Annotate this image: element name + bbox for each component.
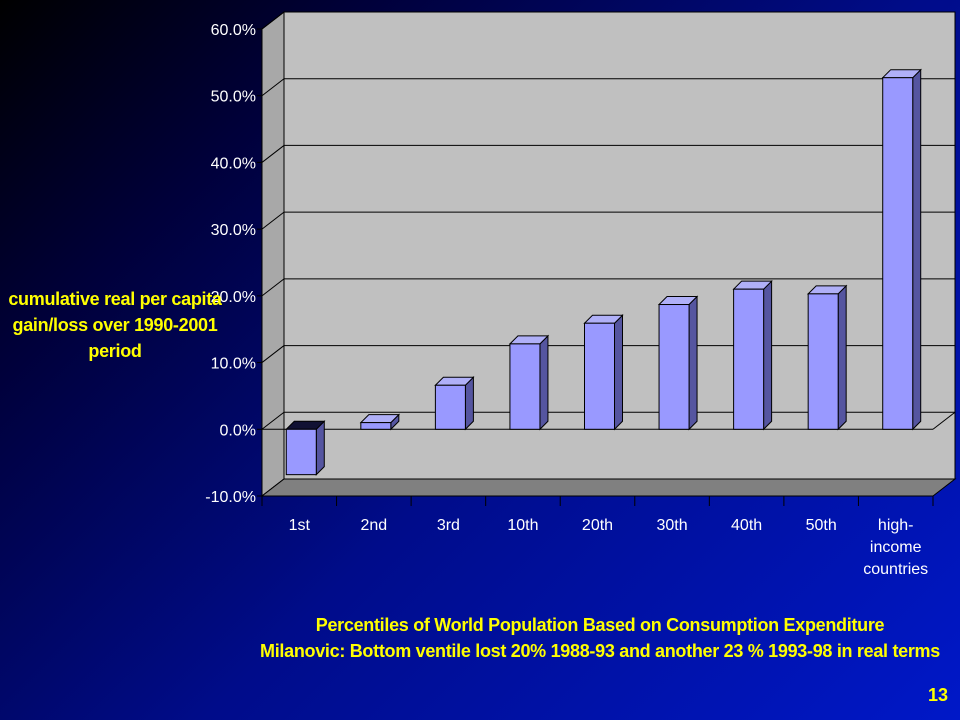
gridline-side	[261, 145, 285, 163]
bar	[733, 288, 765, 430]
x-tick-label: 10th	[507, 517, 538, 534]
x-axis-title-line: Percentiles of World Population Based on…	[315, 615, 885, 635]
bar	[807, 293, 839, 430]
x-tick-label: 30th	[656, 517, 687, 534]
bar	[882, 77, 914, 430]
gridline-side	[261, 345, 285, 363]
y-axis-title-line: gain/loss over 1990-2001	[12, 315, 218, 335]
bar-side	[464, 376, 474, 431]
gridline-side	[261, 211, 285, 230]
gridline-side	[261, 11, 285, 30]
x-tick-label: 2nd	[360, 517, 387, 534]
y-tick-label: 20.0%	[211, 289, 256, 306]
plot-side-wall	[261, 10, 285, 498]
x-tick-label: 40th	[731, 517, 762, 534]
bar	[360, 422, 392, 430]
x-tick-label: 1st	[289, 517, 311, 534]
y-tick-label: 10.0%	[211, 356, 256, 373]
x-axis-title: Percentiles of World Population Based on…	[240, 612, 960, 664]
x-tick-label: 50th	[806, 517, 837, 534]
bar	[509, 343, 541, 430]
x-axis-subtitle-line: Milanovic: Bottom ventile lost 20% 1988-…	[260, 641, 940, 661]
bar-side	[763, 279, 773, 431]
x-tick-label: 20th	[582, 517, 613, 534]
y-tick-label: -10.0%	[205, 489, 256, 506]
x-tick-label: 3rd	[437, 517, 460, 534]
slide-number: 13	[927, 685, 948, 705]
bar	[658, 304, 690, 430]
gridline-side	[261, 278, 285, 297]
bar-side	[315, 420, 325, 476]
x-tick-label: countries	[863, 561, 928, 578]
y-axis-title: cumulative real per capita gain/loss ove…	[8, 286, 222, 364]
y-tick-label: 50.0%	[211, 89, 256, 106]
bar-side	[539, 334, 549, 431]
bar-side	[912, 68, 922, 431]
bar	[285, 428, 317, 476]
y-tick-label: 0.0%	[220, 422, 256, 439]
plot-floor	[260, 478, 957, 497]
gridline-side	[261, 78, 285, 97]
y-axis-title-line: cumulative real per capita	[8, 289, 222, 309]
gridline-side	[261, 411, 285, 430]
y-axis-title-line: period	[88, 341, 142, 361]
bar	[584, 322, 615, 430]
y-tick-label: 30.0%	[211, 222, 256, 239]
x-tick-label: high-	[878, 517, 914, 534]
zero-baseline-depth	[932, 411, 956, 430]
y-tick-label: 60.0%	[211, 22, 256, 39]
y-tick-label: 40.0%	[211, 155, 256, 172]
bar-side	[837, 284, 847, 431]
x-tick-label: income	[870, 539, 922, 556]
bar-side	[688, 295, 698, 431]
bar	[434, 384, 466, 430]
bar-side	[614, 314, 623, 431]
